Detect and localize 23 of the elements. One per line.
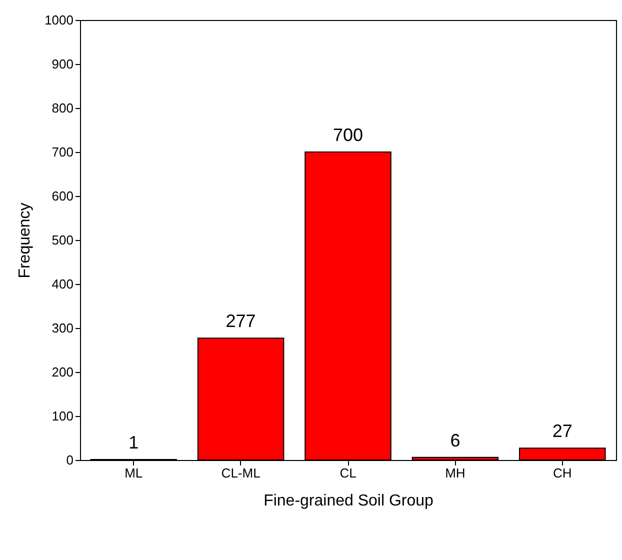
y-axis-title: Frequency <box>16 202 34 278</box>
data-label: 277 <box>226 311 256 332</box>
y-tick-label: 300 <box>52 320 74 336</box>
x-tick-label: ML <box>124 466 143 480</box>
x-tick-label: CL <box>340 466 356 480</box>
y-tick-label: 1000 <box>44 12 74 28</box>
y-tick-label: 800 <box>52 100 74 116</box>
y-tick-label: 400 <box>52 276 74 292</box>
data-label: 700 <box>332 125 364 145</box>
y-tick-label: 0 <box>66 452 74 468</box>
x-axis-title: Fine-grained Soil Group <box>264 492 434 510</box>
data-label: 1 <box>128 432 139 453</box>
data-label: 6 <box>450 430 460 450</box>
x-tick-label: CH <box>553 466 572 480</box>
x-tick-label: CL-ML <box>221 466 260 480</box>
y-tick-label: 200 <box>52 364 74 380</box>
y-tick-label: 700 <box>52 144 74 160</box>
y-tick-label: 600 <box>52 188 74 204</box>
y-tick-label: 100 <box>52 408 74 424</box>
x-tick-label: MH <box>445 466 466 480</box>
data-label: 27 <box>552 421 572 442</box>
y-tick-label: 900 <box>52 56 74 72</box>
y-tick-label: 500 <box>52 232 74 248</box>
